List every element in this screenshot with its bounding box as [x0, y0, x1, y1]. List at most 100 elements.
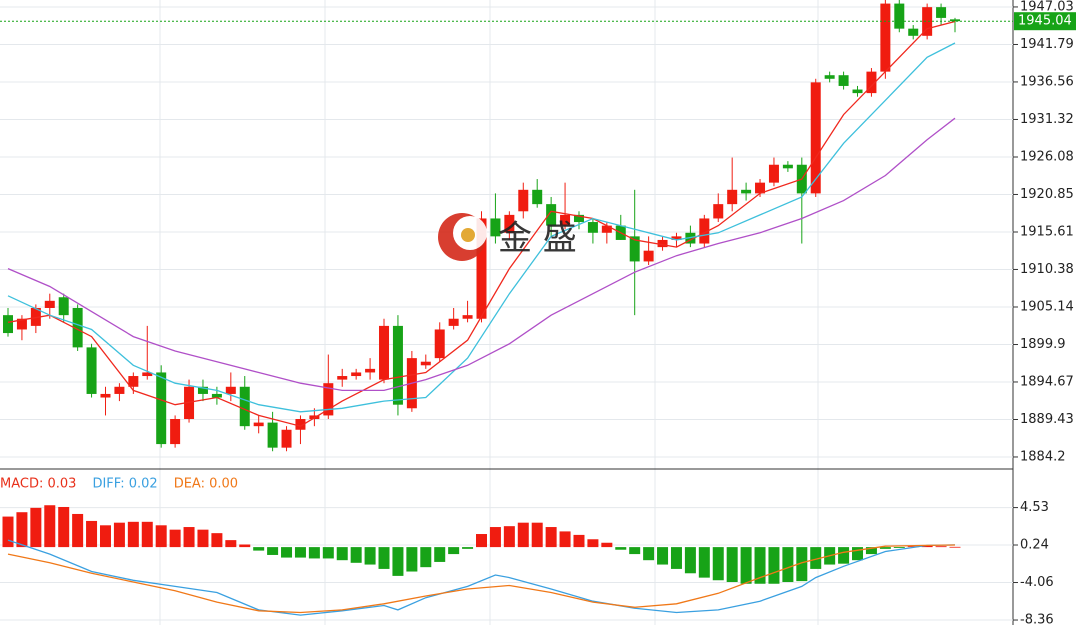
macd-bar [587, 539, 599, 548]
macd-bar [935, 546, 947, 548]
indicator-line [7, 42, 956, 413]
y-tick-label: 1947.03 [1020, 0, 1074, 14]
y-tick-label: 1926.08 [1020, 150, 1074, 165]
candle-body [3, 315, 13, 334]
candle-body [392, 325, 403, 405]
macd-bar [865, 547, 877, 555]
macd-bar [113, 522, 125, 548]
macd-bar [698, 547, 710, 578]
candle-body [657, 239, 668, 248]
candle-body [936, 7, 947, 18]
indicator-line [7, 117, 956, 392]
candle-body [518, 189, 529, 212]
macd-bar [225, 540, 237, 548]
macd-bar [2, 516, 14, 548]
indicator-line [7, 20, 956, 427]
macd-bar [99, 525, 111, 548]
candle-body [810, 82, 821, 194]
macd-bar [169, 529, 181, 548]
candle-body [755, 182, 766, 194]
candle-body [824, 75, 835, 79]
candle-body [142, 372, 153, 377]
candle-body [880, 3, 891, 72]
candle-body [58, 297, 69, 316]
candle-body [560, 214, 571, 226]
macd-bar [294, 547, 306, 558]
candle-body [351, 372, 362, 377]
candle-body [16, 318, 27, 330]
y-tick-label: 1931.32 [1020, 112, 1074, 127]
candle-body [197, 386, 208, 394]
macd-bar [364, 547, 376, 565]
candle-body [448, 318, 459, 326]
candle-body [323, 383, 334, 416]
macd-bar [545, 527, 557, 548]
candle-body [573, 214, 584, 223]
macd-bar [740, 547, 752, 584]
macd-bar [322, 547, 334, 559]
macd-bar [420, 547, 432, 568]
macd-bar [838, 547, 850, 564]
y-tick-label: 1920.85 [1020, 187, 1074, 202]
y-tick-label: -8.36 [1020, 613, 1054, 625]
candle-body [128, 376, 139, 387]
y-tick-label: 1905.14 [1020, 299, 1074, 314]
candle-body [741, 189, 752, 194]
candle-body [253, 422, 264, 427]
y-tick-label: 1936.56 [1020, 74, 1074, 89]
y-tick-label: 0.24 [1020, 538, 1049, 553]
macd-bar [267, 547, 279, 555]
candle-body [476, 218, 487, 319]
legend-entry: DIFF: 0.02 [92, 477, 157, 492]
candle-body [337, 376, 348, 380]
y-tick-label: 1899.9 [1020, 337, 1066, 352]
watermark: 金 盛 [438, 213, 577, 261]
macd-bar [476, 534, 487, 548]
macd-bar [239, 544, 251, 548]
macd-bar [573, 534, 585, 548]
macd-bar [907, 546, 919, 548]
candle-body [490, 218, 501, 237]
y-tick-label: 1941.79 [1020, 37, 1074, 52]
macd-bar [336, 547, 348, 561]
macd-bar [684, 547, 696, 574]
candle-body [908, 28, 919, 36]
macd-bar [16, 512, 28, 548]
macd-bar [183, 527, 195, 548]
vertical-grid [159, 0, 819, 625]
macd-bar [893, 547, 905, 548]
candle-body [225, 386, 236, 394]
indicator-line [7, 544, 956, 614]
macd-bar [796, 547, 808, 582]
candle-body [420, 361, 431, 366]
candle-body [295, 419, 306, 430]
macd-bar [308, 547, 320, 559]
macd-bar [58, 506, 70, 548]
macd-bar [155, 525, 167, 548]
y-tick-label: 1889.43 [1020, 412, 1074, 427]
macd-bar [768, 547, 780, 584]
candle-body [462, 315, 473, 319]
candle-body [100, 393, 111, 398]
candle-body [866, 71, 877, 94]
candle-body [768, 164, 779, 183]
candle-body [504, 214, 515, 233]
candle-body [852, 89, 863, 94]
watermark-text: 金 盛 [498, 219, 577, 259]
y-tick-label: 1884.2 [1020, 449, 1066, 464]
macd-bar [281, 547, 293, 558]
candle-body [922, 7, 933, 36]
candle-body [267, 422, 278, 448]
candle-body [546, 204, 557, 226]
legend-entry: DEA: 0.00 [174, 477, 238, 492]
legend-entry: MACD: 0.03 [0, 477, 76, 492]
candle-body [281, 429, 292, 448]
candle-body [211, 393, 222, 398]
candle-body [601, 225, 612, 233]
candle-body [379, 325, 390, 380]
macd-bar [462, 547, 474, 549]
y-tick-label: 1915.61 [1020, 224, 1074, 239]
macd-bar [30, 507, 42, 548]
macd-bar [949, 546, 961, 548]
candle-body [434, 329, 445, 359]
